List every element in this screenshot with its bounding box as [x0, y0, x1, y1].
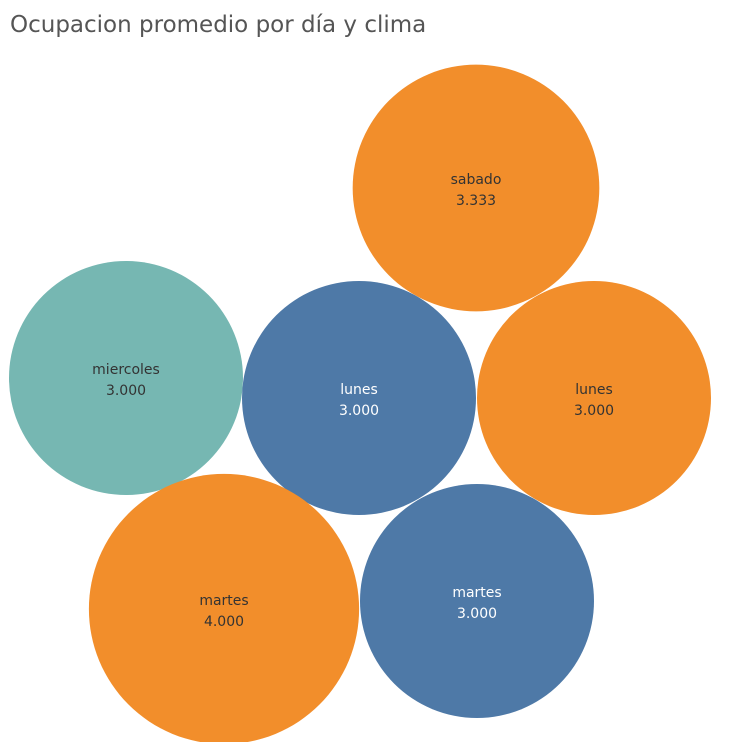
bubble-0[interactable]: sabado 3.333 — [352, 64, 600, 312]
bubble-5[interactable]: martes 3.000 — [360, 484, 594, 718]
bubble-day-label: martes — [199, 593, 248, 609]
bubble-day-label: sabado — [451, 172, 502, 188]
bubble-day-label: lunes — [575, 382, 613, 398]
bubble-3[interactable]: lunes 3.000 — [477, 281, 711, 515]
bubble-mark[interactable] — [352, 64, 600, 312]
bubble-value-label: 4.000 — [204, 614, 244, 630]
bubble-day-label: lunes — [340, 382, 378, 398]
bubble-mark[interactable] — [9, 261, 243, 495]
bubble-day-label: miercoles — [92, 362, 160, 378]
chart-title: Ocupacion promedio por día y clima — [10, 12, 427, 38]
bubble-1[interactable]: miercoles 3.000 — [9, 261, 243, 495]
bubble-value-label: 3.000 — [106, 383, 146, 399]
bubble-day-label: martes — [452, 585, 501, 601]
bubble-value-label: 3.000 — [339, 403, 379, 419]
bubble-mark[interactable] — [88, 473, 360, 742]
bubble-mark[interactable] — [477, 281, 711, 515]
bubble-mark[interactable] — [242, 281, 476, 515]
bubble-mark[interactable] — [360, 484, 594, 718]
bubble-2[interactable]: lunes 3.000 — [242, 281, 476, 515]
bubble-value-label: 3.000 — [574, 403, 614, 419]
bubble-4[interactable]: martes 4.000 — [88, 473, 360, 742]
bubble-value-label: 3.000 — [457, 606, 497, 622]
bubble-value-label: 3.333 — [456, 193, 496, 209]
